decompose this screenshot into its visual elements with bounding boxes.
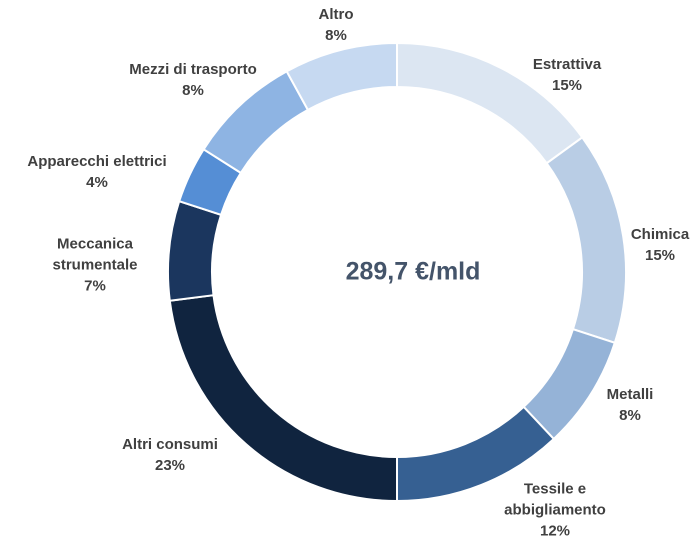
category-label: Tessile e abbigliamento xyxy=(504,480,606,519)
segment-label: Apparecchi elettrici 4% xyxy=(27,151,166,193)
segment-label: Mezzi di trasporto 8% xyxy=(129,59,257,101)
category-label: Chimica xyxy=(630,226,690,243)
category-label: Altro xyxy=(318,6,354,23)
value-label: 8% xyxy=(325,27,347,44)
category-label: Altri consumi xyxy=(122,436,218,453)
donut-segment xyxy=(545,135,627,345)
category-label: Metalli xyxy=(606,386,654,403)
donut-segment xyxy=(285,41,398,112)
value-label: 8% xyxy=(182,82,204,99)
segment-label: Meccanica strumentale 7% xyxy=(40,234,150,297)
segment-label: Altri consumi 23% xyxy=(122,434,218,476)
category-label: Mezzi di trasporto xyxy=(129,61,257,78)
value-label: 15% xyxy=(551,77,583,94)
category-label: Meccanica strumentale xyxy=(52,235,138,274)
category-label: Apparecchi elettrici xyxy=(27,153,167,170)
donut-segment xyxy=(167,199,223,302)
value-label: 23% xyxy=(154,457,186,474)
segment-label: Estrattiva 15% xyxy=(533,54,601,96)
value-label: 4% xyxy=(86,174,108,191)
center-label: 289,7 €/mld xyxy=(345,257,481,286)
value-label: 15% xyxy=(644,247,676,264)
category-label: Estrattiva xyxy=(532,56,602,73)
value-label: 8% xyxy=(619,407,641,424)
segment-label: Chimica 15% xyxy=(631,224,689,266)
segment-label: Metalli 8% xyxy=(607,384,654,426)
segment-label: Tessile e abbigliamento 12% xyxy=(490,479,620,542)
segment-label: Altro 8% xyxy=(319,4,354,46)
value-label: 7% xyxy=(84,277,106,295)
value-label: 12% xyxy=(539,522,571,540)
